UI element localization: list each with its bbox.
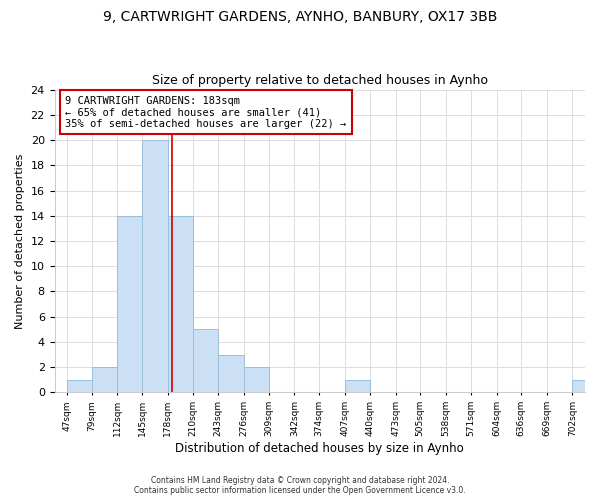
Text: 9, CARTWRIGHT GARDENS, AYNHO, BANBURY, OX17 3BB: 9, CARTWRIGHT GARDENS, AYNHO, BANBURY, O…	[103, 10, 497, 24]
Bar	[344, 380, 370, 392]
Bar	[142, 140, 168, 392]
Bar	[117, 216, 142, 392]
Y-axis label: Number of detached properties: Number of detached properties	[15, 154, 25, 328]
Title: Size of property relative to detached houses in Aynho: Size of property relative to detached ho…	[152, 74, 488, 87]
Bar	[218, 354, 244, 393]
Bar	[572, 380, 598, 392]
Bar	[92, 367, 117, 392]
Text: Contains HM Land Registry data © Crown copyright and database right 2024.
Contai: Contains HM Land Registry data © Crown c…	[134, 476, 466, 495]
Text: 9 CARTWRIGHT GARDENS: 183sqm
← 65% of detached houses are smaller (41)
35% of se: 9 CARTWRIGHT GARDENS: 183sqm ← 65% of de…	[65, 96, 346, 129]
Bar	[67, 380, 92, 392]
Bar	[193, 330, 218, 392]
Bar	[168, 216, 193, 392]
X-axis label: Distribution of detached houses by size in Aynho: Distribution of detached houses by size …	[175, 442, 464, 455]
Bar	[244, 367, 269, 392]
